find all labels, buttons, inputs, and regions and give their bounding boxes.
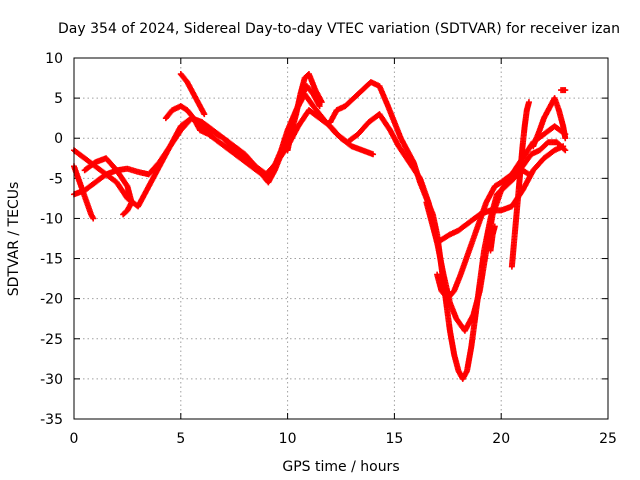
- x-tick-label: 10: [279, 431, 297, 447]
- series-track-5: [177, 71, 208, 118]
- series-track-10: [434, 167, 532, 302]
- y-tick-label: -30: [40, 372, 63, 388]
- data-marker: [318, 99, 325, 106]
- series-track-4: [81, 155, 135, 218]
- data-marker: [121, 210, 128, 217]
- data-marker: [562, 135, 569, 142]
- data-points: [71, 71, 569, 382]
- y-tick-label: -5: [49, 171, 63, 187]
- data-marker: [120, 211, 127, 218]
- x-tick-label: 0: [70, 431, 79, 447]
- y-tick-label: 0: [54, 131, 63, 147]
- data-marker: [201, 111, 208, 118]
- x-tick-label: 15: [385, 431, 403, 447]
- x-tick-label: 20: [492, 431, 510, 447]
- series-track-7: [284, 71, 325, 154]
- data-marker: [560, 143, 567, 150]
- data-marker: [90, 215, 97, 222]
- x-tick-label: 25: [599, 431, 617, 447]
- y-axis-label: SDTVAR / TECUs: [6, 182, 22, 297]
- chart-title: Day 354 of 2024, Sidereal Day-to-day VTE…: [58, 21, 620, 37]
- data-marker: [491, 223, 498, 230]
- data-marker: [525, 99, 532, 106]
- y-tick-label: -25: [40, 332, 63, 348]
- series-track-11: [508, 99, 532, 270]
- series-track-12: [487, 223, 498, 254]
- series-track-8: [327, 79, 569, 382]
- y-tick-label: 5: [54, 91, 63, 107]
- x-tick-label: 5: [176, 431, 185, 447]
- y-tick-label: -35: [40, 412, 63, 428]
- data-marker: [562, 87, 569, 94]
- y-tick-label: 10: [45, 51, 63, 67]
- axis-ticks: 0 5 10 15 20 25 10 5 0 -5 -10 -15 -20 -25 -30 -35: [40, 51, 617, 447]
- y-tick-label: -10: [40, 211, 63, 227]
- plot-frame: [73, 57, 609, 420]
- y-tick-label: -20: [40, 292, 63, 308]
- y-tick-label: -15: [40, 252, 63, 268]
- data-marker: [370, 151, 377, 158]
- x-axis-label: GPS time / hours: [282, 459, 399, 475]
- data-marker: [525, 171, 532, 178]
- series-track-14: [558, 87, 569, 94]
- data-marker: [562, 147, 569, 154]
- data-marker: [316, 103, 323, 110]
- series-track-13: [530, 95, 569, 150]
